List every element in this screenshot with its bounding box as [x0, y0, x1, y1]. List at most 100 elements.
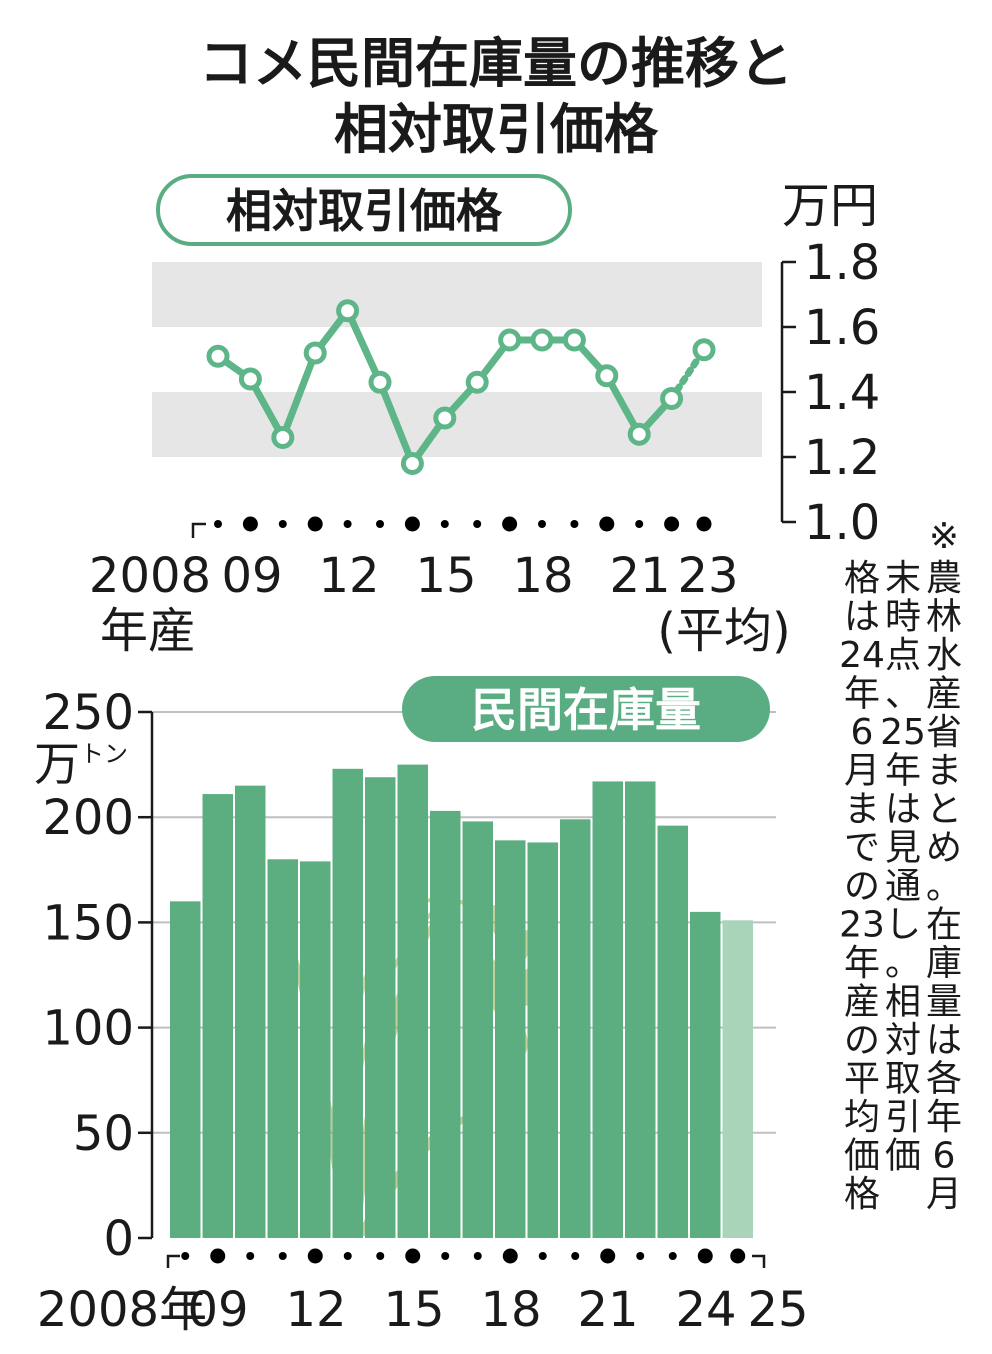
price-x-dot: [242, 516, 258, 532]
source-note-char: の: [844, 1020, 880, 1061]
price-x-axis: 2008 09 12 15 18 21 23 年産 (平均): [89, 516, 791, 659]
price-x-dot: [696, 516, 712, 532]
source-note-char: 見: [885, 828, 921, 869]
inventory-y-unit-small: トン: [80, 740, 128, 768]
source-note-char: 23: [839, 905, 885, 946]
price-point: [433, 406, 457, 430]
price-point: [595, 364, 619, 388]
price-x-dot: [278, 520, 287, 528]
inventory-y-unit-main: 万: [34, 737, 80, 791]
source-note-char: 格: [844, 558, 880, 599]
price-x-tick-label: 12: [318, 548, 379, 604]
inventory-bar: [527, 842, 558, 1238]
source-note-char: 平: [844, 1059, 880, 1100]
inventory-y-tick-label: 200: [42, 790, 134, 846]
price-point: [400, 452, 424, 475]
source-note-char: 年: [926, 1097, 962, 1138]
price-x-dot: [404, 516, 420, 532]
source-note-char: 末: [885, 558, 921, 599]
price-y-tick-label: 1.4: [804, 365, 880, 421]
inventory-x-dot: [730, 1248, 746, 1264]
source-note-char: 均: [844, 1097, 880, 1138]
inventory-x-bracket-right: [752, 1254, 766, 1268]
inventory-x-tick-label: 12: [285, 1282, 346, 1338]
inventory-y-unit: 万トン: [34, 737, 128, 791]
price-x-dot: [599, 516, 615, 532]
price-x-dot: [473, 520, 482, 528]
inventory-y-tick-label: 250: [42, 685, 134, 741]
inventory-x-dot: [697, 1248, 713, 1264]
inventory-bar: [560, 819, 591, 1238]
inventory-bar: [300, 861, 331, 1238]
source-note-char: 相: [885, 982, 921, 1023]
inventory-x-dot: [502, 1248, 518, 1264]
inventory-x-dot: [210, 1248, 226, 1264]
source-note-char: 取: [885, 1059, 921, 1100]
inventory-bar: [202, 794, 233, 1238]
price-y-tick-label: 1.2: [804, 430, 880, 486]
source-note: ※農林水産省まとめ。在庫量は各年6月末時点、25年は見通し。相対取引価格は24年…: [839, 516, 962, 1215]
price-x-dot: [440, 520, 449, 528]
inventory-y-axis: 0 50 100 150 200 250: [42, 685, 154, 1267]
inventory-x-tick-label: 18: [480, 1282, 541, 1338]
source-note-char: し: [885, 905, 921, 946]
source-note-char: 庫: [926, 943, 962, 984]
price-x-dot: [635, 520, 644, 528]
source-note-char: 価: [885, 1136, 921, 1177]
source-note-char: 月: [926, 1174, 962, 1215]
price-y-tick-label: 1.6: [804, 300, 880, 356]
price-x-dot: [307, 516, 323, 532]
inventory-bar: [592, 781, 623, 1238]
source-note-char: 農: [926, 558, 962, 599]
price-point: [238, 367, 262, 391]
price-x-tick-label: 09: [221, 548, 282, 604]
inventory-x-dot: [441, 1252, 450, 1260]
price-x-dot: [214, 520, 222, 528]
source-note-char: 年: [885, 751, 921, 792]
inventory-x-tick-label: 09: [187, 1282, 248, 1338]
source-note-char: ま: [844, 789, 880, 830]
source-note-char: で: [844, 828, 880, 869]
price-x-dot: [664, 516, 680, 532]
price-point: [303, 341, 327, 365]
inventory-x-tick-label: 2008年: [37, 1282, 207, 1338]
source-note-char: 省: [926, 712, 962, 753]
source-note-char: 24: [839, 635, 885, 676]
inventory-x-dot: [278, 1252, 287, 1260]
price-x-tick-label: 15: [415, 548, 476, 604]
source-note-char: 25: [880, 712, 926, 753]
price-y-tick-label: 1.0: [804, 495, 880, 551]
inventory-x-tick-label: 25: [747, 1282, 808, 1338]
price-x-bracket: [191, 522, 206, 538]
source-note-char: の: [844, 866, 880, 907]
inventory-y-tick-label: 0: [103, 1211, 134, 1267]
source-note-char: は: [844, 597, 880, 638]
source-note-char: 年: [844, 943, 880, 984]
source-note-char: 量: [926, 982, 962, 1023]
inventory-x-tick-label: 24: [675, 1282, 736, 1338]
inventory-x-dot: [538, 1252, 547, 1260]
price-x-dot: [502, 516, 518, 532]
chart-title-line1: コメ民間在庫量の推移と: [199, 32, 793, 95]
price-shaded-bands: [152, 262, 762, 457]
inventory-x-tick-label: 15: [383, 1282, 444, 1338]
source-note-char: 価: [844, 1136, 880, 1177]
inventory-x-dot: [636, 1252, 645, 1260]
inventory-bar: [722, 920, 753, 1238]
price-title-pill: [156, 174, 572, 246]
source-note-char: 林: [926, 597, 962, 638]
inventory-x-tick-label: 21: [577, 1282, 638, 1338]
source-note-char: ま: [926, 751, 962, 792]
source-note-char: 時: [885, 597, 921, 638]
inventory-x-dot: [405, 1248, 421, 1264]
inventory-bar: [625, 781, 656, 1238]
inventory-x-bracket-left: [166, 1254, 180, 1268]
price-x-dot: [343, 520, 352, 528]
price-point: [660, 387, 684, 410]
price-x-dot: [376, 520, 384, 528]
inventory-x-dot: [571, 1252, 580, 1260]
price-point: [498, 328, 522, 352]
inventory-bar: [332, 768, 363, 1238]
